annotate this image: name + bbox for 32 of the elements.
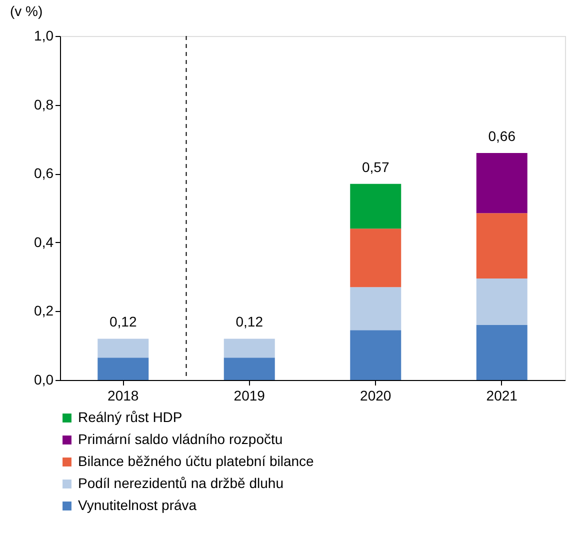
y-tick-label: 0,0 bbox=[34, 372, 54, 388]
y-tick-label: 0,2 bbox=[34, 302, 54, 319]
x-tick-label: 2019 bbox=[234, 388, 266, 404]
legend-label: Podíl nerezidentů na držbě dluhu bbox=[78, 475, 284, 491]
bar bbox=[476, 213, 528, 279]
legend-label: Vynutitelnost práva bbox=[78, 497, 197, 513]
x-tick-label: 2021 bbox=[486, 388, 518, 404]
total-label: 0,12 bbox=[110, 314, 137, 330]
bar bbox=[476, 278, 528, 325]
y-tick-label: 0,6 bbox=[34, 165, 54, 182]
legend-label: Bilance běžného účtu platební bilance bbox=[78, 453, 314, 469]
bar bbox=[350, 228, 402, 288]
total-label: 0,57 bbox=[362, 158, 390, 175]
x-tick-label: 2018 bbox=[108, 388, 139, 404]
legend-label: Reálný růst HDP bbox=[78, 409, 182, 425]
bar bbox=[476, 152, 528, 214]
y-axis-title: (v %) bbox=[10, 3, 43, 19]
total-label: 0,66 bbox=[488, 128, 516, 144]
bar bbox=[98, 358, 149, 380]
bar bbox=[476, 324, 528, 380]
bar bbox=[98, 338, 149, 358]
bar bbox=[224, 358, 275, 380]
bar bbox=[350, 287, 402, 330]
y-tick-label: 0,8 bbox=[34, 96, 54, 112]
bar bbox=[224, 338, 275, 358]
y-tick-label: 1,0 bbox=[34, 28, 54, 44]
legend-label: Primární saldo vládního rozpočtu bbox=[78, 431, 283, 447]
bar bbox=[350, 184, 402, 229]
bar bbox=[350, 330, 402, 380]
total-label: 0,12 bbox=[236, 314, 264, 330]
y-tick-label: 0,4 bbox=[34, 234, 54, 250]
x-tick-label: 2020 bbox=[360, 388, 392, 404]
